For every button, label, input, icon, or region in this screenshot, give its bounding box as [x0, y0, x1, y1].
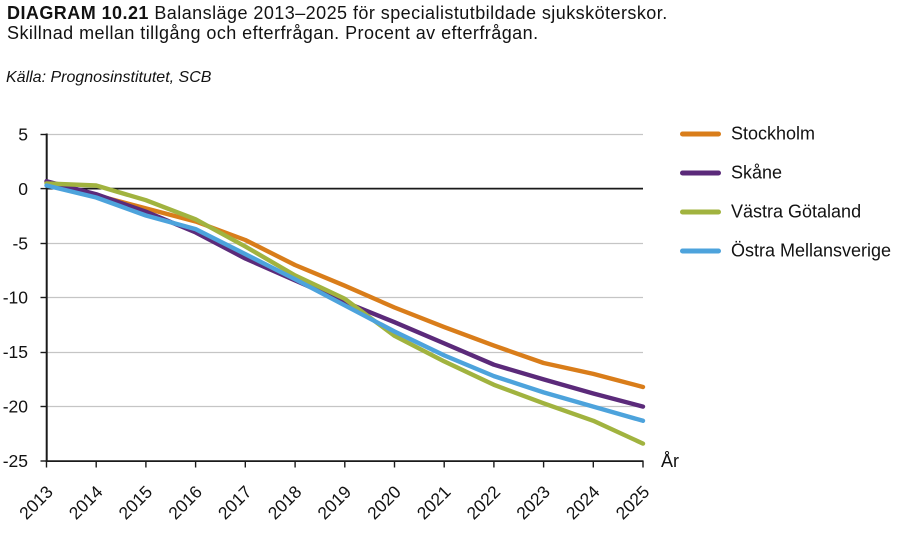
svg-text:-10: -10 — [3, 288, 29, 308]
svg-text:-25: -25 — [3, 451, 28, 471]
svg-text:2024: 2024 — [562, 482, 604, 524]
svg-text:2019: 2019 — [313, 482, 355, 524]
svg-text:-20: -20 — [3, 397, 29, 417]
svg-text:2017: 2017 — [214, 482, 256, 524]
svg-text:2022: 2022 — [463, 482, 505, 524]
svg-text:2013: 2013 — [15, 482, 57, 524]
svg-text:-15: -15 — [3, 342, 28, 362]
svg-text:Skåne: Skåne — [731, 163, 782, 183]
svg-text:5: 5 — [18, 124, 28, 144]
svg-text:År: År — [661, 451, 679, 471]
svg-text:2020: 2020 — [363, 482, 405, 524]
svg-text:Stockholm: Stockholm — [731, 124, 815, 144]
svg-text:2016: 2016 — [164, 482, 206, 524]
svg-text:Västra Götaland: Västra Götaland — [731, 202, 861, 222]
svg-text:2018: 2018 — [264, 482, 306, 524]
svg-text:-5: -5 — [12, 233, 28, 253]
svg-text:2015: 2015 — [115, 482, 157, 524]
svg-text:Östra Mellansverige: Östra Mellansverige — [731, 241, 891, 261]
svg-text:2014: 2014 — [65, 482, 107, 524]
svg-text:2023: 2023 — [512, 482, 554, 524]
svg-text:2021: 2021 — [413, 482, 455, 524]
svg-text:2025: 2025 — [612, 482, 654, 524]
svg-text:0: 0 — [18, 179, 28, 199]
